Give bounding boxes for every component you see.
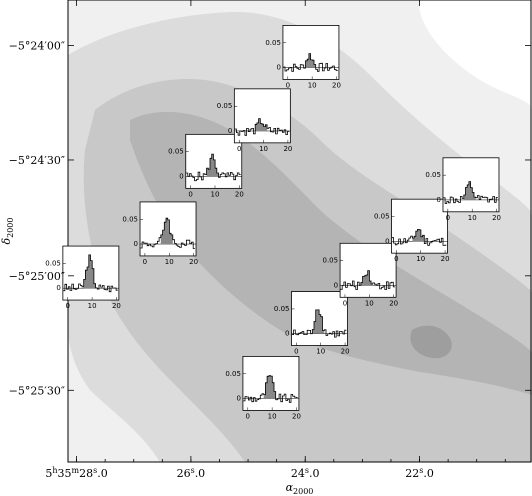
inset-x-tick-label: 10 [316,348,325,356]
inset-x-tick-label: 0 [65,302,69,310]
inset-x-tick-label: 10 [259,145,268,153]
inset-x-tick-label: 0 [343,299,347,307]
contour-level-5 [410,325,452,359]
inset-x-tick-label: 10 [468,214,477,222]
inset-y-tick-label: 0.05 [217,102,233,110]
y-tick-label: −5°25′30″ [9,384,65,397]
inset-x-tick-label: 0 [237,145,241,153]
inset-x-tick-label: 20 [492,214,501,222]
inset-spectrum: 0.05 0 0 10 20 [322,242,398,307]
inset-spectrum-line [234,118,290,136]
inset-y-tick-label: 0.05 [374,213,390,221]
inset-x-tick-label: 10 [308,81,317,89]
inset-x-tick-label: 20 [389,299,398,307]
inset-spectrum-line [243,375,298,403]
inset-line-fill [263,375,276,399]
inset-y-tick-label: 0.05 [225,370,241,378]
inset-spectrum-line [140,217,195,249]
inset-x-tick-label: 0 [143,258,147,266]
inset-spectrum-line [443,181,498,204]
inset-line-fill [312,309,325,334]
inset-spectrum: 0.05 0 0 10 20 [274,291,350,356]
inset-x-tick-label: 20 [292,412,301,420]
inset-x-tick-label: 20 [283,145,292,153]
x-tick-label: 22s.0 [405,466,434,480]
inset-line-fill [412,229,425,242]
inset-spectrum-line [391,229,447,246]
inset-line-fill [83,254,96,289]
inset-spectrum: 0.05 0 0 10 20 [168,133,244,198]
x-axis-label: α2000 [286,481,314,496]
inset-spectrum-line [291,309,347,338]
inset-spectrum-line [283,53,338,72]
inset-x-tick-label: 20 [332,81,341,89]
inset-x-tick-label: 10 [211,190,220,198]
inset-spectrum: 0.05 0 0 10 20 [374,198,450,263]
inset-y-zero-label: 0 [385,237,389,245]
inset-x-tick-label: 0 [286,81,290,89]
inset-x-tick-label: 0 [188,190,192,198]
inset-line-fill [206,154,219,177]
plot-frame [67,0,532,463]
inset-spectrum: 0.05 0 0 10 20 [217,88,292,153]
inset-y-zero-label: 0 [134,240,138,248]
inset-x-tick-label: 20 [189,258,198,266]
inset-y-zero-label: 0 [334,281,338,289]
inset-spectrum: 0.05 0 0 10 20 [122,201,198,266]
inset-y-tick-label: 0.05 [122,215,138,223]
inset-frame [391,198,448,254]
inset-line-fill [303,53,316,68]
inset-frame [282,25,340,80]
inset-spectrum: 0.05 0 0 10 20 [425,157,501,222]
inset-y-zero-label: 0 [437,196,441,204]
inset-spectrum-line [186,153,241,182]
inset-spectrum-line [63,254,118,293]
inset-x-tick-label: 10 [268,412,277,420]
y-tick-label: −5°25′00″ [9,270,65,283]
inset-x-tick-label: 0 [246,412,250,420]
y-tick-label: −5°24′30″ [9,154,65,167]
inset-spectra: 0.05 0 0 10 20 0.05 0 0 10 20 0.05 0 0 10 20 0.05 0 0 10 20… [45,25,501,420]
inset-line-fill [160,218,173,245]
inset-x-tick-label: 10 [365,299,374,307]
inset-x-tick-label: 20 [235,190,244,198]
inset-x-tick-label: 20 [341,348,350,356]
inset-x-tick-label: 0 [394,255,398,263]
inset-y-zero-label: 0 [236,395,240,403]
inset-frame [233,88,291,144]
inset-y-tick-label: 0.05 [425,171,441,179]
inset-line-fill [360,270,373,286]
x-tick-label: 26s.0 [177,466,206,480]
inset-y-zero-label: 0 [228,127,232,135]
inset-x-tick-label: 10 [416,255,425,263]
inset-x-tick-label: 20 [441,255,450,263]
inset-y-tick-label: 0.05 [265,39,281,47]
inset-spectrum: 0.05 0 0 10 20 [265,25,341,89]
inset-spectrum: 0.05 0 0 10 20 [225,355,301,420]
inset-x-tick-label: 20 [112,302,121,310]
inset-x-tick-label: 10 [88,302,97,310]
inset-line-fill [463,181,476,200]
inset-y-tick-label: 0.05 [45,259,61,267]
inset-y-zero-label: 0 [276,64,280,72]
inset-spectrum-line [340,270,395,290]
inset-y-tick-label: 0.05 [274,305,290,313]
x-tick-label: 24s.0 [291,466,320,480]
x-tick-label: 5h35m28s.0 [45,466,107,480]
inset-x-tick-label: 0 [446,214,450,222]
inset-y-tick-label: 0.05 [168,148,184,156]
y-tick-label: −5°24′00″ [9,40,65,53]
inset-x-tick-label: 0 [294,348,298,356]
inset-x-tick-label: 10 [165,258,174,266]
inset-y-zero-label: 0 [285,330,289,338]
inset-y-tick-label: 0.05 [322,257,338,265]
inset-y-zero-label: 0 [56,284,60,292]
inset-spectrum: 0.05 0 0 10 20 [45,245,121,310]
inset-line-fill [255,118,268,131]
y-axis-label: δ2000 [0,218,15,245]
inset-y-zero-label: 0 [179,172,183,180]
